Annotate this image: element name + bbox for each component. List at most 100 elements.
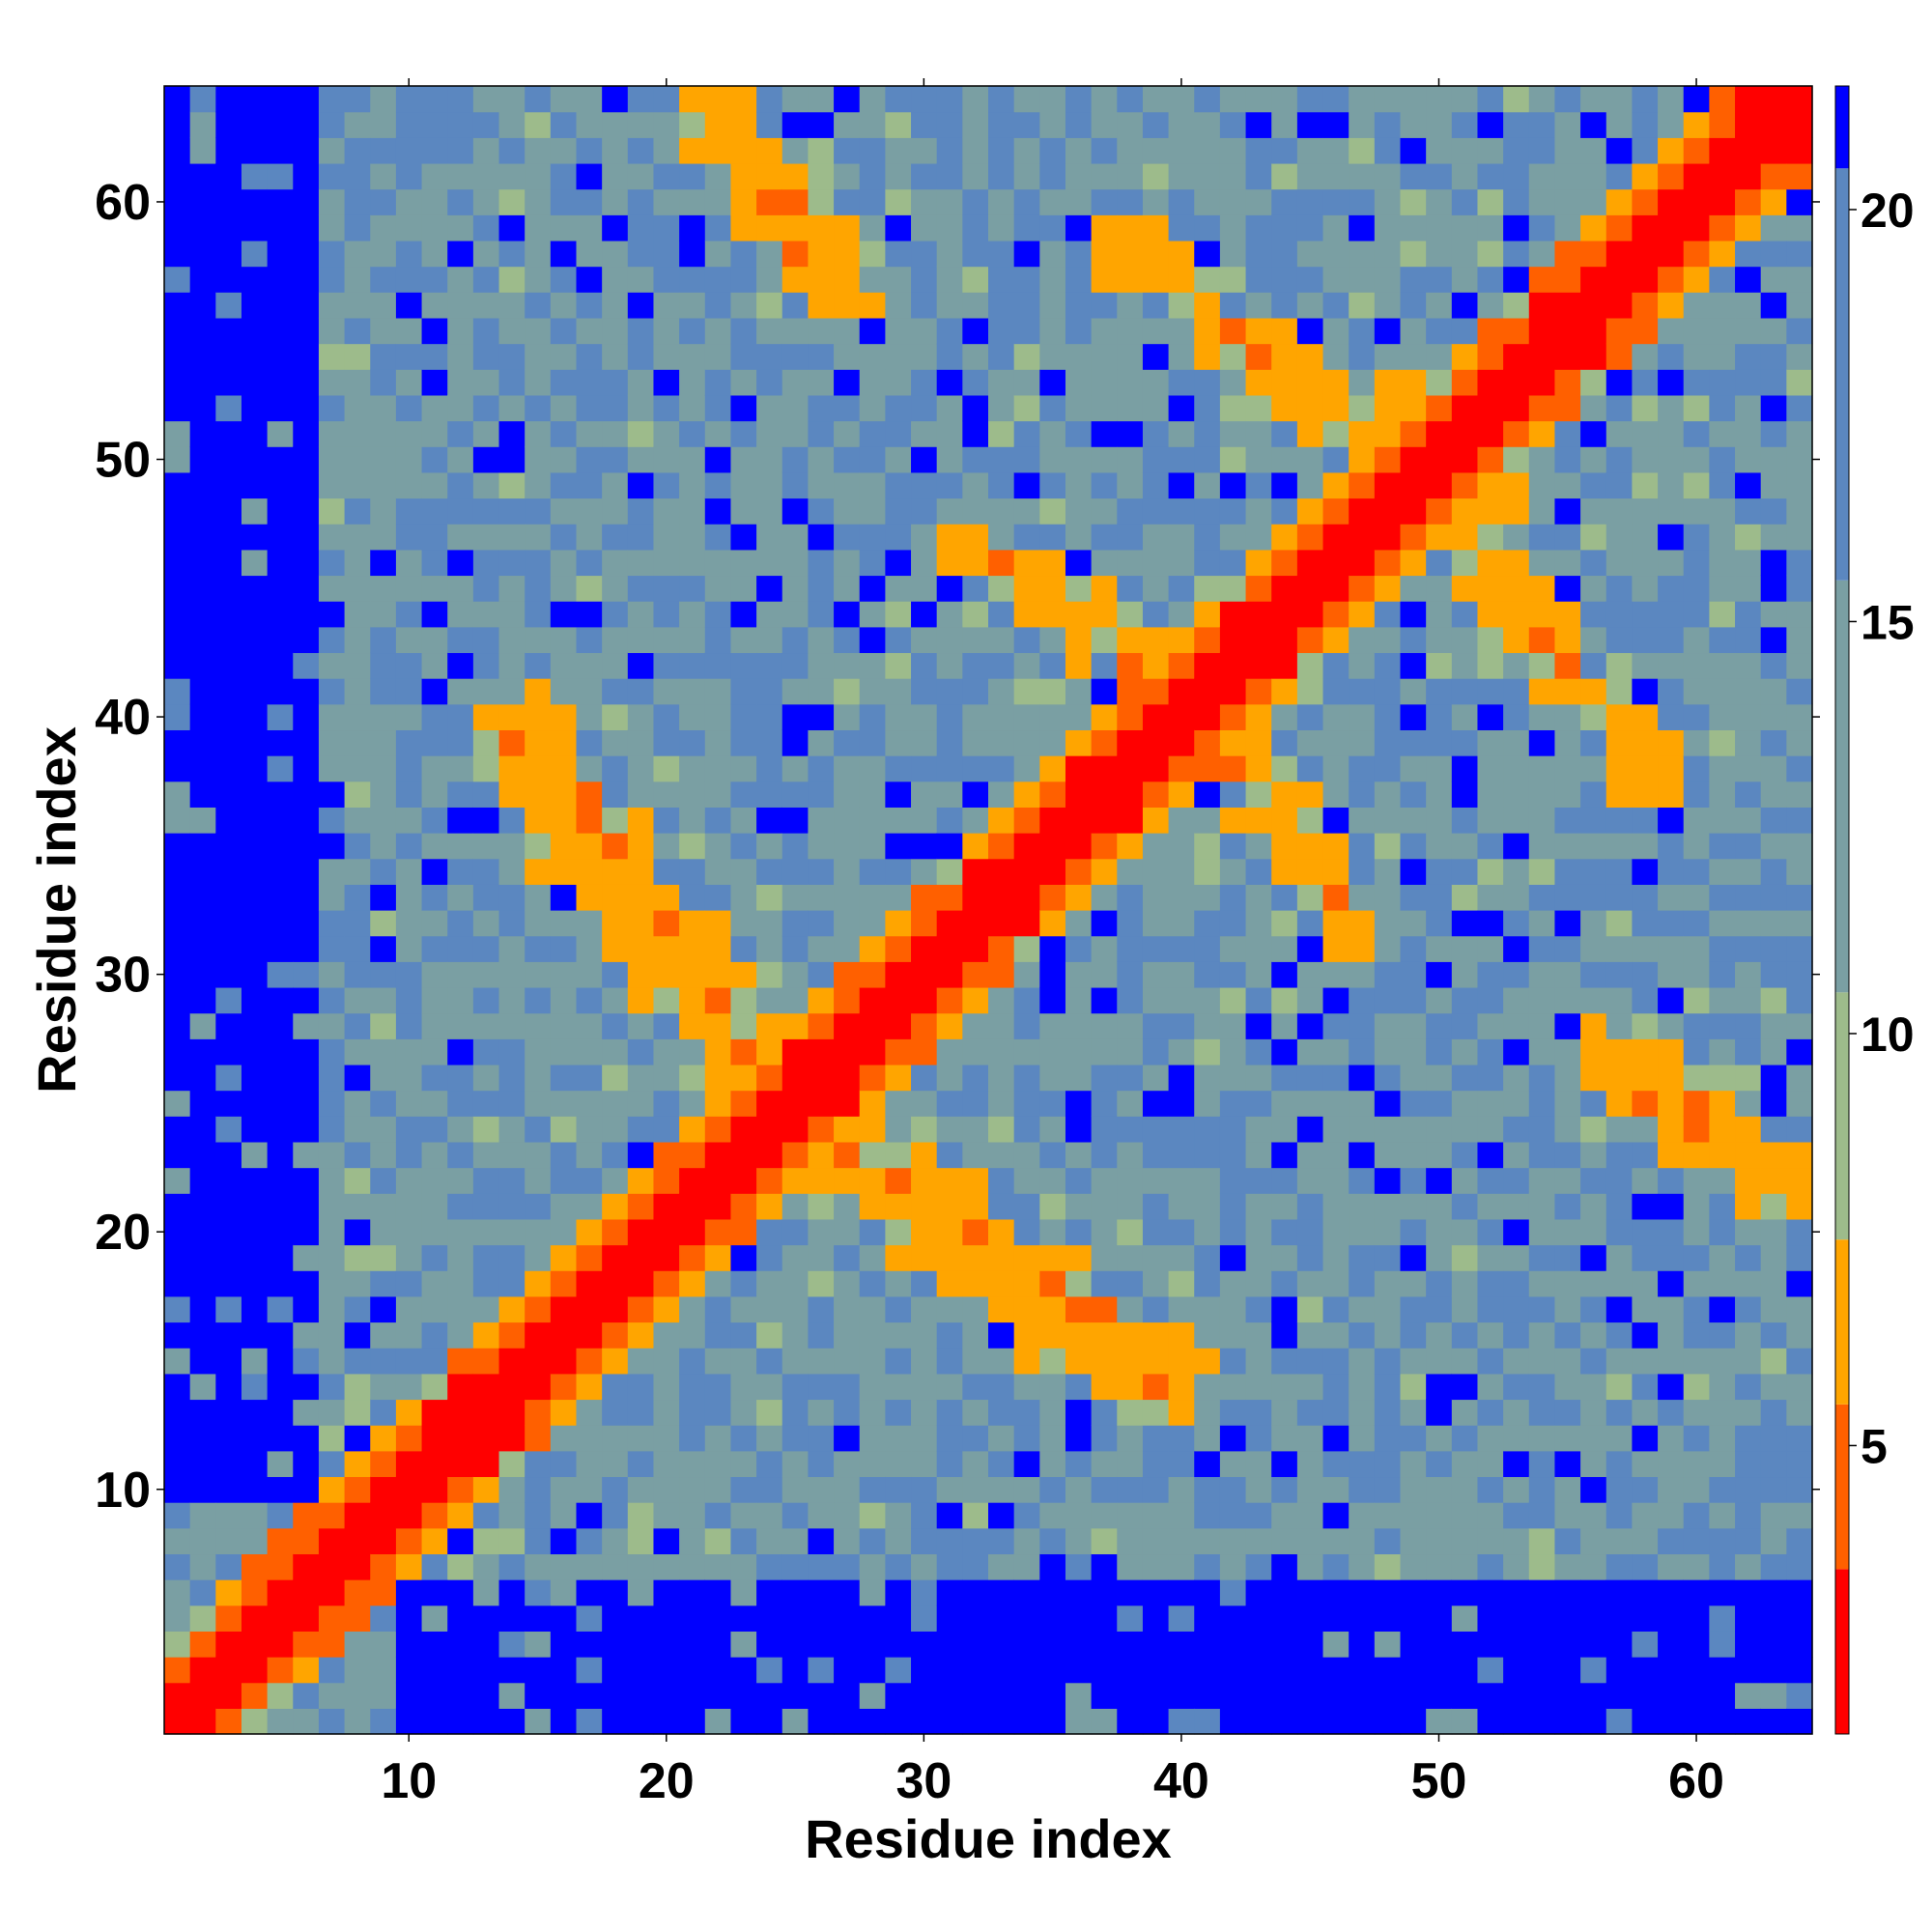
heatmap-cell [344, 1244, 371, 1271]
heatmap-cell [885, 111, 912, 138]
heatmap-cell [859, 755, 886, 782]
heatmap-cell [808, 986, 835, 1014]
heatmap-cell [1786, 394, 1813, 422]
heatmap-cell [653, 858, 680, 885]
heatmap-cell [988, 1167, 1015, 1194]
heatmap-cell [1374, 420, 1402, 447]
heatmap-cell [1709, 910, 1736, 937]
heatmap-cell [756, 910, 783, 937]
heatmap-cell [1013, 1244, 1040, 1271]
heatmap-cell [1451, 524, 1479, 551]
heatmap-cell [1735, 935, 1762, 962]
heatmap-cell [627, 1295, 655, 1323]
heatmap-cell [1065, 137, 1093, 164]
heatmap-cell [189, 111, 216, 138]
heatmap-cell [164, 1631, 191, 1658]
heatmap-cell [1039, 549, 1066, 577]
heatmap-cell [421, 986, 448, 1014]
heatmap-cell [318, 910, 346, 937]
heatmap-cell [1528, 1038, 1556, 1065]
heatmap-cell [808, 858, 835, 885]
heatmap-cell [1683, 626, 1710, 654]
heatmap-cell [936, 162, 963, 190]
heatmap-cell [550, 1038, 578, 1065]
heatmap-cell [1503, 420, 1530, 447]
heatmap-cell [704, 1502, 732, 1529]
heatmap-cell [1349, 188, 1376, 215]
heatmap-cell [472, 1631, 500, 1658]
heatmap-cell [215, 1579, 242, 1606]
heatmap-cell [498, 986, 526, 1014]
heatmap-cell [1451, 601, 1479, 628]
heatmap-cell [241, 1502, 269, 1529]
heatmap-cell [1194, 471, 1221, 499]
heatmap-cell [395, 961, 423, 988]
heatmap-cell [1683, 678, 1710, 705]
heatmap-cell [1503, 471, 1530, 499]
heatmap-cell [1760, 549, 1787, 577]
heatmap-cell [1400, 1244, 1427, 1271]
heatmap-cell [1013, 214, 1040, 242]
heatmap-cell [498, 1476, 526, 1503]
heatmap-cell [808, 1553, 835, 1580]
heatmap-cell [1091, 1450, 1118, 1478]
heatmap-cell [370, 1553, 397, 1580]
heatmap-cell [189, 369, 216, 396]
heatmap-cell [1683, 524, 1710, 551]
heatmap-cell [1632, 935, 1659, 962]
heatmap-cell [1528, 1167, 1556, 1194]
heatmap-cell [1245, 575, 1272, 602]
heatmap-cell [550, 1116, 578, 1143]
heatmap-cell [653, 471, 680, 499]
heatmap-cell [550, 1399, 578, 1426]
heatmap-cell [1709, 1116, 1736, 1143]
heatmap-cell [1451, 1244, 1479, 1271]
heatmap-cell [1374, 1244, 1402, 1271]
heatmap-cell [498, 884, 526, 911]
heatmap-cell [1451, 833, 1479, 860]
heatmap-cell [911, 858, 938, 885]
heatmap-cell [808, 343, 835, 370]
y-tick-label: 50 [95, 433, 151, 489]
heatmap-cell [834, 575, 861, 602]
heatmap-cell [936, 1321, 963, 1349]
heatmap-cell [293, 162, 320, 190]
heatmap-cell [781, 1270, 810, 1297]
heatmap-cell [730, 214, 757, 242]
heatmap-cell [1013, 1038, 1040, 1065]
heatmap-cell [679, 1141, 706, 1169]
heatmap-cell [1194, 1476, 1221, 1503]
heatmap-cell [1013, 1579, 1040, 1606]
heatmap-cell [550, 111, 578, 138]
heatmap-cell [1605, 1476, 1634, 1503]
heatmap-cell [498, 601, 526, 628]
heatmap-cell [1091, 807, 1118, 834]
heatmap-cell [189, 1657, 216, 1684]
heatmap-cell [1605, 137, 1634, 164]
heatmap-cell [1271, 1425, 1298, 1452]
heatmap-cell [1554, 910, 1581, 937]
heatmap-cell [1503, 343, 1530, 370]
heatmap-cell [859, 111, 886, 138]
heatmap-cell [370, 1399, 397, 1426]
heatmap-cell [1528, 755, 1556, 782]
heatmap-cell [936, 833, 963, 860]
heatmap-cell [885, 1141, 912, 1169]
heatmap-cell [679, 1012, 706, 1039]
heatmap-cell [704, 1450, 732, 1478]
heatmap-cell [1065, 471, 1093, 499]
heatmap-cell [1296, 240, 1324, 268]
heatmap-cell [550, 1527, 578, 1555]
heatmap-cell [1683, 1682, 1710, 1709]
heatmap-cell [525, 137, 552, 164]
heatmap-cell [164, 471, 191, 499]
heatmap-cell [988, 1399, 1015, 1426]
heatmap-cell [164, 729, 191, 756]
heatmap-cell [395, 549, 423, 577]
heatmap-cell [962, 1502, 989, 1529]
heatmap-cell [241, 652, 269, 679]
heatmap-cell [1709, 1425, 1736, 1452]
heatmap-cell [344, 1270, 371, 1297]
heatmap-cell [293, 1450, 320, 1478]
heatmap-cell [808, 781, 835, 808]
